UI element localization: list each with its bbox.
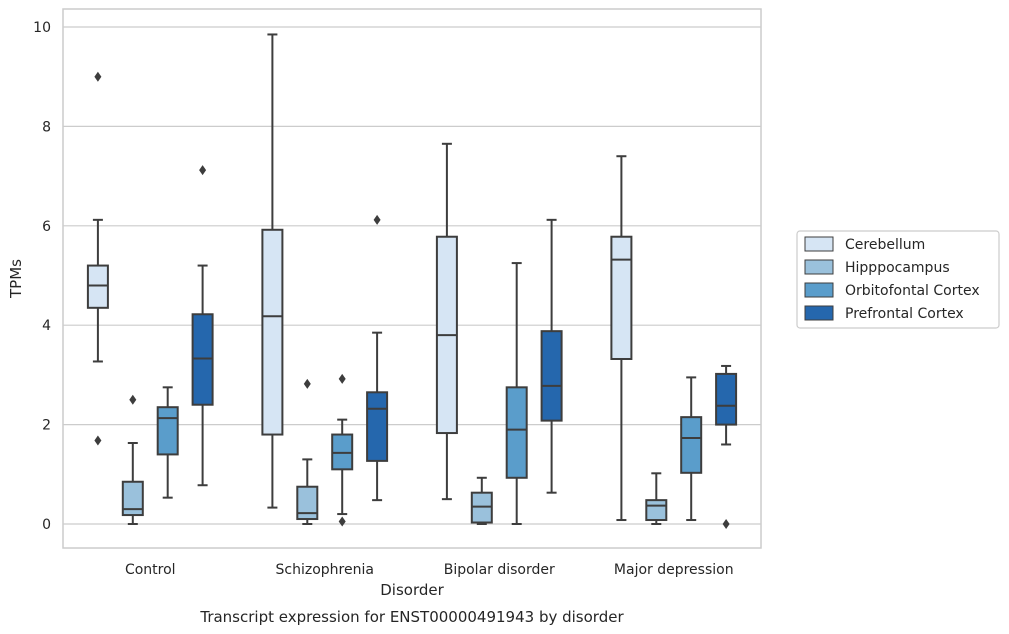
y-axis-label: TPMs xyxy=(7,259,25,299)
outlier-point xyxy=(94,435,102,446)
x-tick-label-1: Schizophrenia xyxy=(276,562,374,578)
box-hipppocampus-1 xyxy=(296,378,319,525)
y-axis-ticks: 0 2 4 6 8 10 xyxy=(33,20,51,533)
y-tick-label-8: 8 xyxy=(42,119,51,135)
outlier-point xyxy=(722,519,730,529)
box-prefrontal-cortex-1 xyxy=(366,214,389,502)
x-tick-label-3: Major depression xyxy=(614,562,734,578)
box-orbitofontal-cortex-1 xyxy=(331,373,354,527)
legend-frame xyxy=(796,230,1000,329)
box-hipppocampus-0 xyxy=(121,394,144,525)
box-orbitofontal-cortex-0 xyxy=(156,386,179,499)
outlier-point xyxy=(303,378,311,389)
outlier-point xyxy=(338,373,346,384)
y-tick-label-0: 0 xyxy=(42,517,51,533)
y-tick-label-10: 10 xyxy=(33,20,51,36)
legend-label-2: Orbitofontal Cortex xyxy=(845,283,980,299)
box-body xyxy=(86,264,109,309)
x-axis-ticks: Control Schizophrenia Bipolar disorder Majo… xyxy=(125,562,734,578)
outlier-point xyxy=(373,214,381,225)
legend-label-0: Cerebellum xyxy=(845,237,925,253)
box-body xyxy=(296,485,319,521)
box-hipppocampus-3 xyxy=(645,472,668,525)
chart-caption: Transcript expression for ENST0000049194… xyxy=(199,608,624,626)
box-cerebellum-2 xyxy=(435,142,458,501)
box-body xyxy=(366,391,389,462)
box-cerebellum-3 xyxy=(610,155,633,522)
x-tick-label-0: Control xyxy=(125,562,176,578)
legend-label-3: Prefrontal Cortex xyxy=(845,306,964,322)
box-prefrontal-cortex-0 xyxy=(191,165,214,487)
box-hipppocampus-2 xyxy=(470,476,493,525)
x-axis-label: Disorder xyxy=(380,581,444,599)
y-tick-label-2: 2 xyxy=(42,418,51,434)
box-body xyxy=(156,406,179,456)
box-body xyxy=(121,480,144,517)
legend-swatch-1 xyxy=(804,259,834,275)
box-body xyxy=(540,330,563,422)
box-body xyxy=(261,228,284,436)
box-body xyxy=(680,416,703,474)
grid-lines xyxy=(63,26,761,525)
outlier-point xyxy=(94,71,102,82)
outlier-point xyxy=(199,165,207,176)
box-prefrontal-cortex-3 xyxy=(715,364,738,529)
box-orbitofontal-cortex-2 xyxy=(505,262,528,525)
legend-swatch-3 xyxy=(804,305,834,321)
box-body xyxy=(610,235,633,360)
outlier-point xyxy=(338,516,346,527)
legend-label-1: Hipppocampus xyxy=(845,260,950,276)
x-tick-label-2: Bipolar disorder xyxy=(444,562,555,578)
box-body xyxy=(505,386,528,479)
y-tick-label-4: 4 xyxy=(42,318,51,334)
outlier-point xyxy=(129,394,137,405)
box-prefrontal-cortex-2 xyxy=(540,218,563,494)
box-cerebellum-1 xyxy=(261,33,284,509)
legend-swatch-2 xyxy=(804,282,834,298)
plot-boxes xyxy=(86,33,738,529)
box-body xyxy=(715,372,738,426)
plot-frame xyxy=(62,8,762,549)
legend: Cerebellum Hipppocampus Orbitofontal Corte… xyxy=(796,230,1000,329)
box-cerebellum-0 xyxy=(86,71,109,446)
box-orbitofontal-cortex-3 xyxy=(680,376,703,522)
box-body xyxy=(645,499,668,522)
legend-swatch-0 xyxy=(804,236,834,252)
y-tick-label-6: 6 xyxy=(42,219,51,235)
